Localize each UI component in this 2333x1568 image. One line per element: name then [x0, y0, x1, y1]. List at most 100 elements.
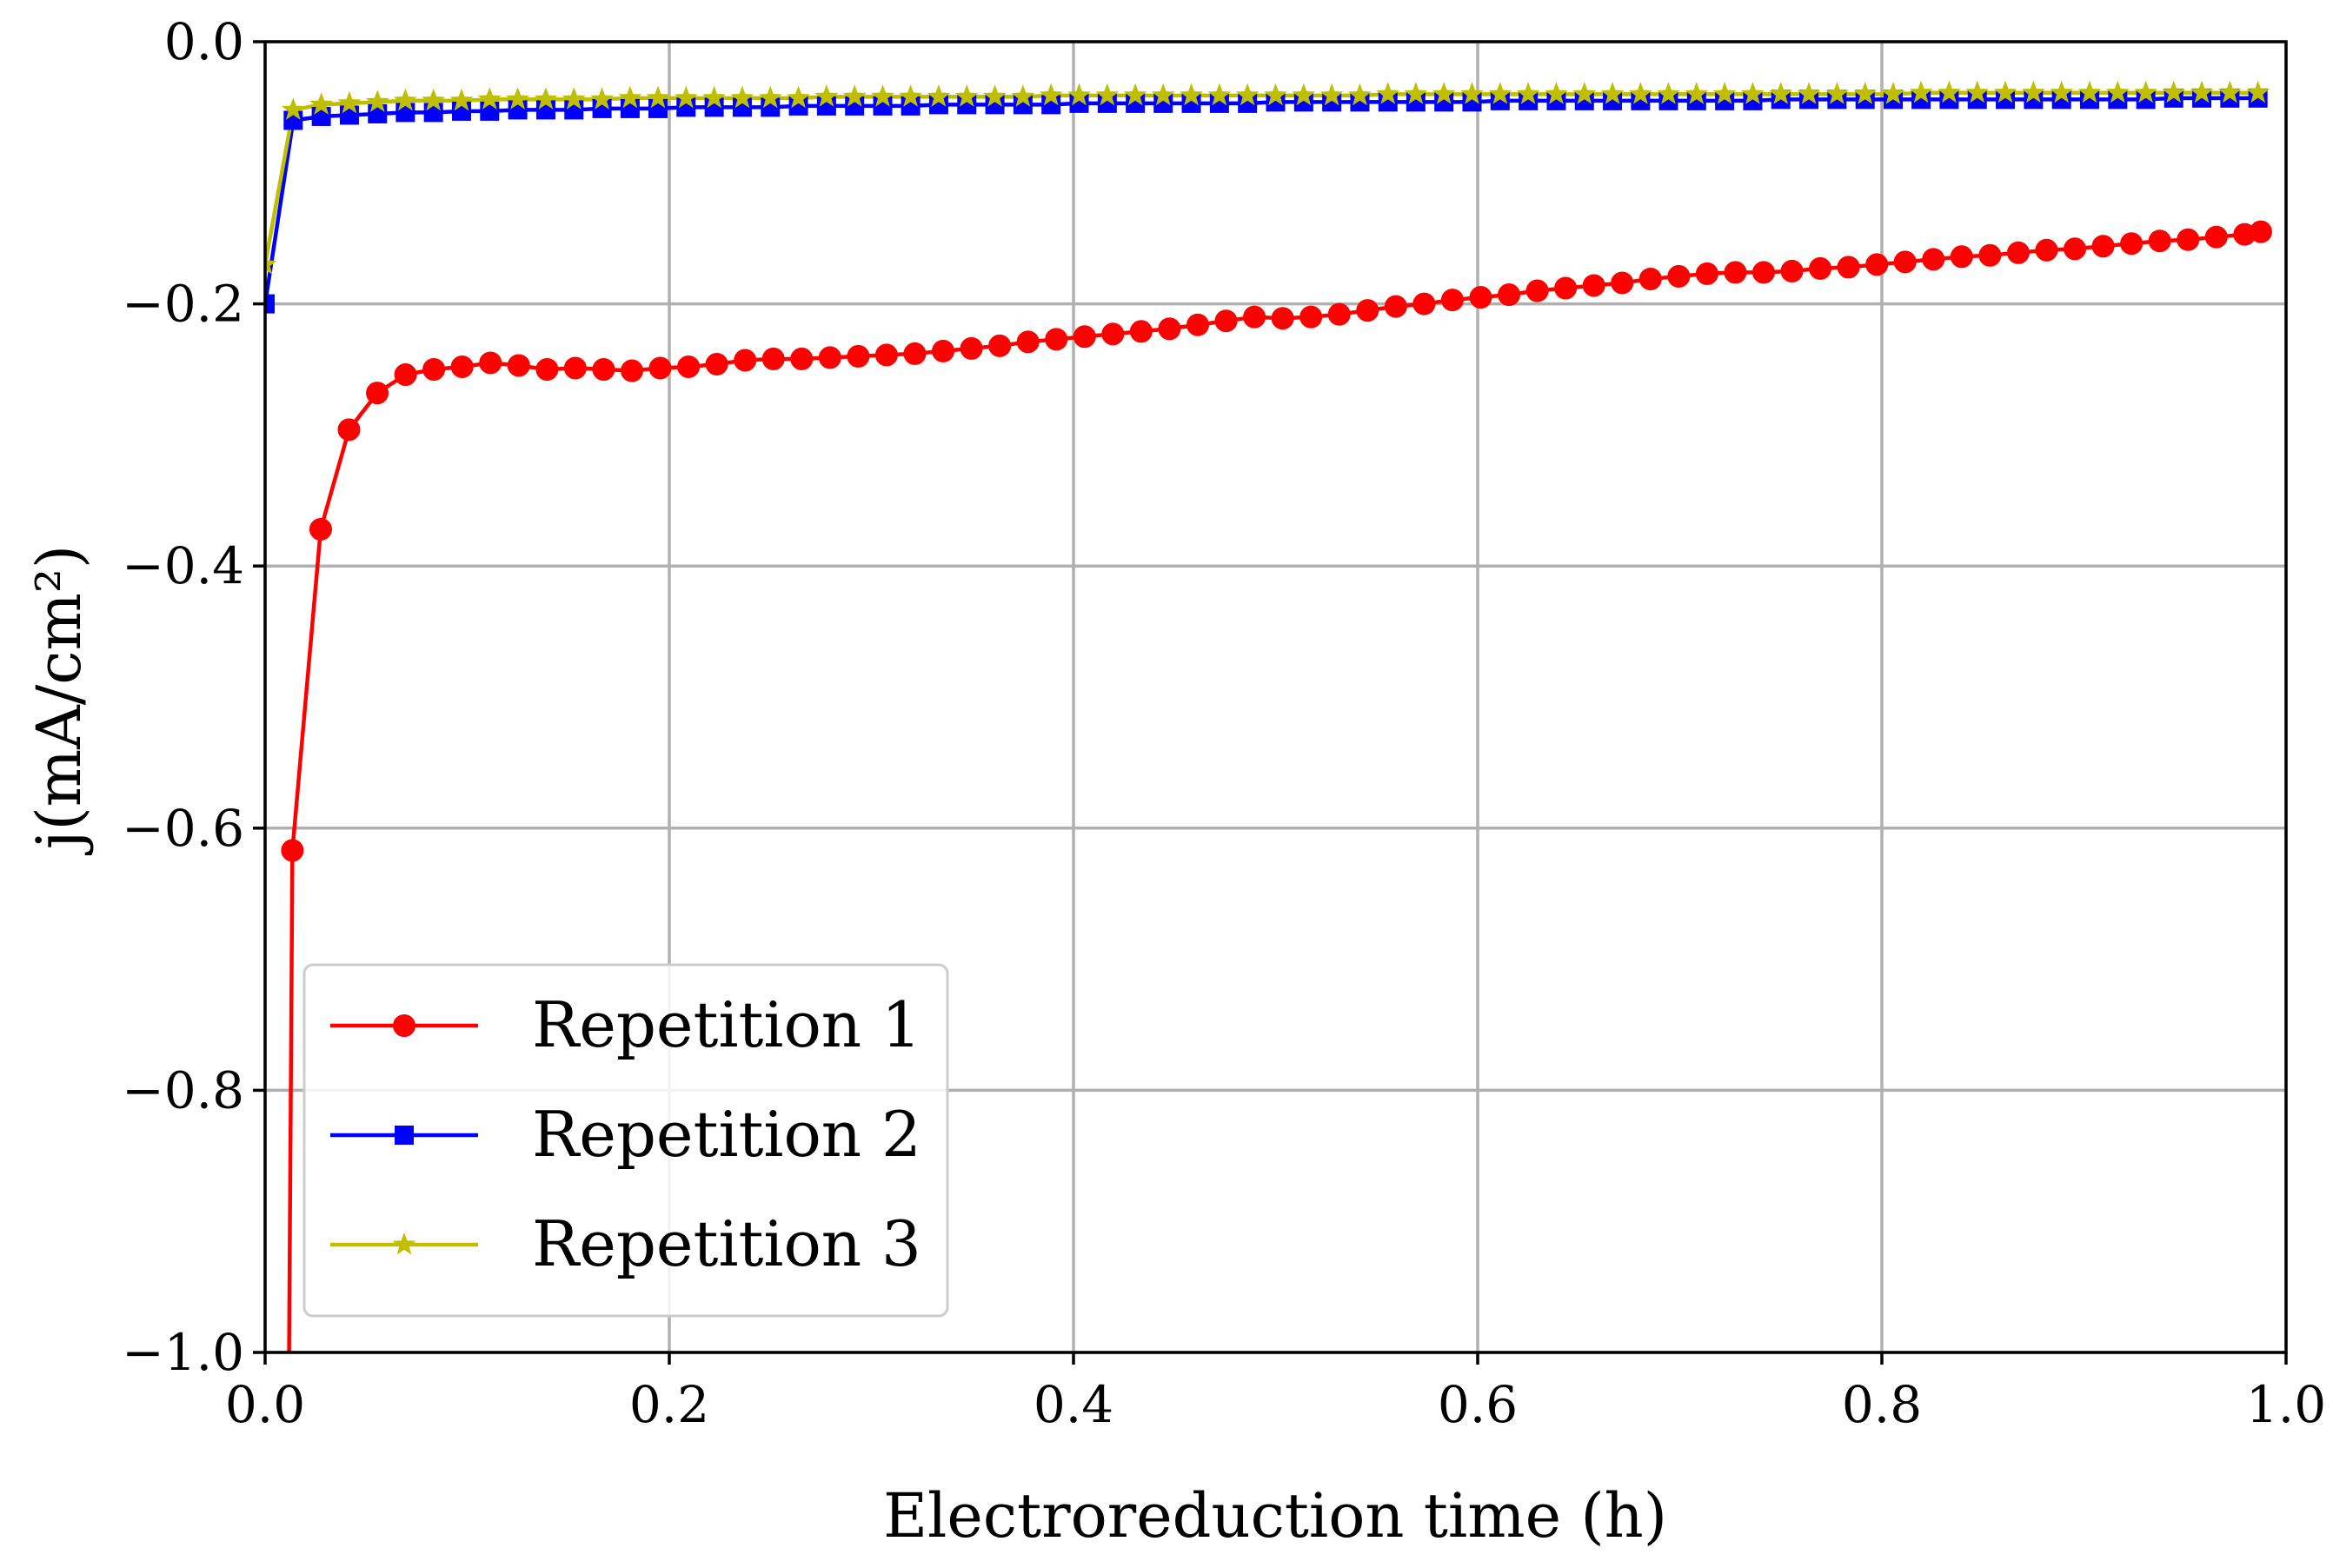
series-3-point: [1292, 83, 1316, 106]
series-1-point: [2120, 232, 2144, 256]
series-1-point: [1865, 253, 1889, 276]
series-3-point: [309, 92, 334, 115]
x-tick-label: 1.0: [2246, 1375, 2326, 1434]
x-tick-label: 0.4: [1034, 1375, 1113, 1434]
series-3-point: [2162, 80, 2186, 103]
series-3-point: [534, 87, 558, 110]
series-3-point: [2077, 80, 2102, 103]
series-1-point: [1356, 299, 1379, 322]
series-1-point: [1158, 317, 1181, 341]
legend: Repetition 1 Repetition 2 Repetition 3: [302, 963, 949, 1318]
series-1-point: [761, 347, 785, 370]
series-3-point: [365, 90, 389, 112]
series-3-point: [590, 87, 615, 110]
series-2-point: [480, 101, 500, 121]
series-1-point: [563, 356, 587, 380]
series-1-point: [1101, 322, 1125, 346]
x-axis-label: Electroreduction time (h): [883, 1480, 1667, 1551]
series-3-point: [1123, 83, 1147, 106]
series-1-point: [903, 342, 927, 365]
series-3-point: [1180, 83, 1204, 106]
series-1-point: [960, 336, 983, 360]
series-3-point: [1347, 83, 1372, 106]
series-1-point: [988, 334, 1012, 357]
series-1-point: [1186, 313, 1209, 336]
series-1-point: [281, 839, 304, 862]
y-tick-label: −0.8: [122, 1060, 244, 1120]
series-1-point: [2249, 220, 2272, 243]
series-3-point: [506, 87, 530, 110]
y-axis: 0.0 −0.2 −0.4 −0.6 −0.8 −1.0: [122, 12, 265, 1382]
series-3-point: [1628, 82, 1652, 104]
series-1-point: [705, 352, 728, 375]
series-1-point: [1214, 309, 1238, 333]
series-1-point: [450, 355, 474, 378]
series-3-point: [1264, 83, 1287, 106]
series-3-point: [618, 85, 642, 109]
y-tick-label: −0.4: [122, 536, 244, 595]
series-markers: [265, 80, 2272, 862]
series-3-point: [1095, 83, 1120, 106]
series-1-point: [1922, 248, 1945, 271]
y-tick-label: −0.2: [122, 275, 244, 334]
series-1-point: [818, 346, 841, 369]
series-1-point: [2035, 238, 2058, 262]
series-1-point: [1045, 328, 1068, 351]
x-tick-label: 0.6: [1438, 1375, 1518, 1434]
series-1-point: [1271, 307, 1294, 330]
series-3-point: [2190, 80, 2214, 103]
series-3-point: [2134, 80, 2158, 103]
legend-label-2: Repetition 2: [532, 1098, 921, 1171]
series-3-point: [814, 84, 839, 107]
series-3-point: [265, 252, 277, 275]
series-3-point: [1067, 83, 1091, 106]
series-3-point: [2217, 80, 2242, 103]
series-1-point: [1129, 320, 1153, 343]
series-1-point: [1469, 286, 1492, 309]
series-1-point: [592, 358, 615, 381]
x-axis: 0.0 0.2 0.4 0.6 0.8 1.0: [225, 1352, 2326, 1434]
series-1-point: [1638, 267, 1662, 290]
series-1-point: [2091, 235, 2115, 258]
series-1-point: [2148, 229, 2171, 253]
series-1-point: [1554, 276, 1578, 300]
legend-marker-3: [392, 1232, 416, 1255]
series-1-point: [1243, 305, 1266, 329]
series-1-point: [2064, 237, 2087, 261]
series-1-point: [790, 347, 814, 370]
series-3-point: [1740, 82, 1765, 104]
series-1-point: [366, 382, 389, 405]
series-3-point: [899, 84, 923, 107]
series-3-point: [1011, 84, 1035, 107]
series-2-point: [395, 103, 415, 123]
series-3-point: [562, 87, 586, 110]
series-3-point: [1151, 83, 1175, 106]
series-1-point: [1724, 261, 1747, 284]
series-1-point: [932, 339, 955, 362]
series-3-point: [787, 85, 811, 109]
x-tick-label: 0.2: [629, 1375, 709, 1434]
series-1-point: [1073, 325, 1096, 349]
series-3-point: [1712, 82, 1737, 104]
series-1-point: [2177, 228, 2200, 251]
series-1-point: [1525, 279, 1549, 302]
series-3-point: [1319, 83, 1344, 106]
grid: [263, 40, 2288, 1354]
series-3-point: [1235, 83, 1260, 106]
series-3-point: [702, 85, 727, 109]
series-2-point: [339, 105, 359, 125]
series-3-point: [1572, 82, 1597, 104]
series-3-point: [1993, 80, 2017, 103]
series-1-point: [1893, 250, 1917, 274]
series-1-point: [394, 363, 417, 387]
series-3-point: [983, 84, 1007, 107]
series-1-point: [734, 349, 757, 372]
series-3-point: [2050, 80, 2074, 103]
series-1-point: [1384, 295, 1407, 318]
series-3-point: [1039, 83, 1063, 106]
series-1-point: [2204, 225, 2228, 249]
series-3-point: [1207, 83, 1232, 106]
series-1-point: [677, 355, 701, 378]
series-3-point: [954, 84, 979, 107]
